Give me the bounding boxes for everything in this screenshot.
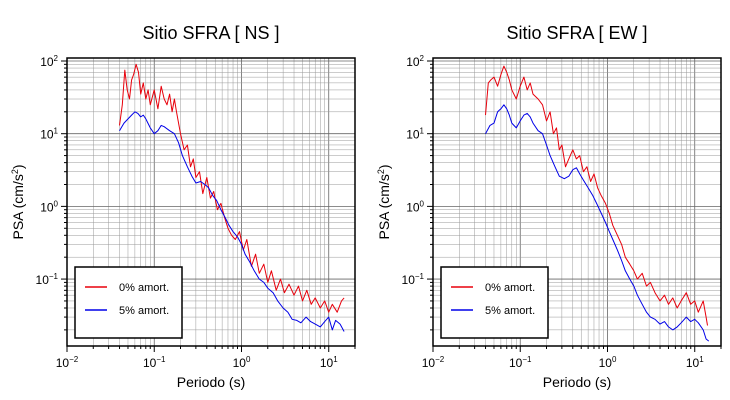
legend-box bbox=[74, 266, 183, 339]
y-tick-label: 10−1 bbox=[36, 272, 59, 287]
plot-frame bbox=[66, 57, 356, 347]
x-axis-label: Periodo (s) bbox=[543, 374, 611, 390]
series-line-1 bbox=[119, 111, 345, 332]
x-tick-label: 10−1 bbox=[509, 355, 532, 370]
x-axis-label: Periodo (s) bbox=[177, 374, 245, 390]
x-tick-label: 10−1 bbox=[143, 355, 166, 370]
legend: 0% amort. 5% amort. bbox=[440, 266, 549, 339]
y-tick-label: 100 bbox=[40, 199, 58, 214]
y-tick-label: 101 bbox=[406, 127, 424, 142]
plot-frame bbox=[432, 57, 722, 347]
y-tick-label: 101 bbox=[40, 127, 58, 142]
series-line-1 bbox=[485, 104, 710, 342]
x-tick-label: 100 bbox=[599, 355, 617, 370]
gridlines bbox=[66, 58, 356, 346]
y-axis-label: PSA (cm/s2) bbox=[10, 164, 26, 239]
x-tick-label: 101 bbox=[320, 355, 338, 370]
y-tick-label: 102 bbox=[40, 54, 58, 69]
series-line-0 bbox=[485, 65, 708, 326]
x-tick-label: 10−2 bbox=[56, 355, 79, 370]
legend-label-1: 5% amort. bbox=[119, 305, 169, 317]
y-tick-label: 10−1 bbox=[402, 272, 425, 287]
chart-title: Sitio SFRA [ EW ] bbox=[506, 23, 647, 43]
legend: 0% amort. 5% amort. bbox=[74, 266, 183, 339]
legend-label-1: 5% amort. bbox=[485, 305, 535, 317]
y-tick-label: 100 bbox=[406, 199, 424, 214]
x-tick-label: 101 bbox=[686, 355, 704, 370]
legend-label-0: 0% amort. bbox=[485, 282, 535, 294]
chart-panel-1: 10−2 10−1 100 101 10−1 100 101 102 Sitio SFRA [ … bbox=[376, 23, 722, 390]
legend-label-0: 0% amort. bbox=[119, 282, 169, 294]
y-tick-label: 102 bbox=[406, 54, 424, 69]
x-tick-label: 10−2 bbox=[422, 355, 445, 370]
x-tick-label: 100 bbox=[233, 355, 251, 370]
gridlines bbox=[432, 58, 722, 346]
y-axis-label: PSA (cm/s2) bbox=[376, 164, 392, 239]
chart-panel-0: 10−2 10−1 100 101 10−1 100 101 102 Sitio SFRA [ … bbox=[10, 23, 356, 390]
legend-box bbox=[440, 266, 549, 339]
chart-title: Sitio SFRA [ NS ] bbox=[142, 23, 279, 43]
